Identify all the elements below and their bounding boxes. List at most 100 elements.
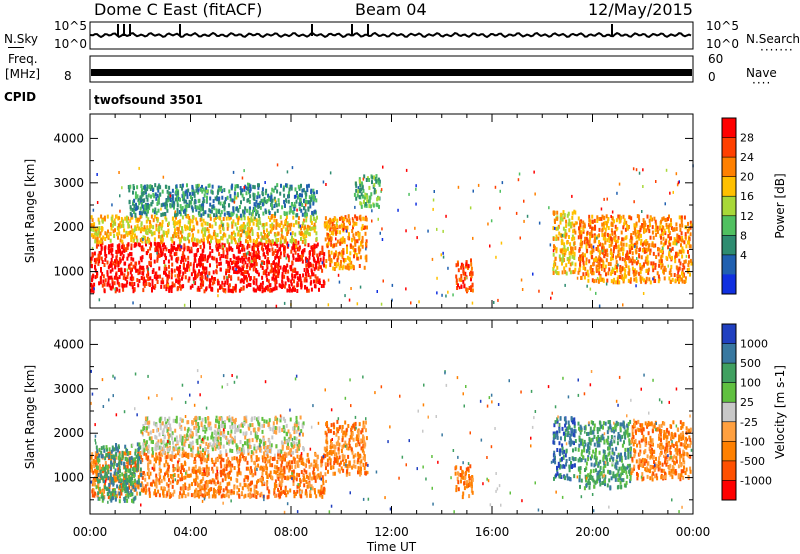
power-speckle [493,301,495,304]
power-cell [142,209,145,214]
power-cell [228,203,230,208]
velocity-cell [212,469,215,474]
velocity-cell [273,491,276,496]
power-cell [154,192,157,197]
power-cell [283,249,286,254]
power-speckle [617,263,619,267]
power-cell [310,287,313,292]
velocity-cell [125,475,128,479]
power-cell [243,227,245,232]
velocity-cell [293,459,296,464]
power-cell [259,200,262,205]
velocity-cell [167,483,170,488]
power-cell [226,268,229,273]
power-cell [299,276,302,281]
power-cell [147,239,150,244]
power-speckle [167,283,169,287]
power-speckle [174,210,176,214]
power-cell [569,242,572,247]
power-cell [571,254,574,259]
power-cell [245,191,248,196]
power-cell [200,262,203,267]
power-cell [328,254,331,259]
power-cell [315,231,318,236]
power-cell [103,289,106,294]
velocity-cell [236,458,239,463]
power-cell [269,288,272,293]
power-cell [307,206,310,211]
power-cell [110,243,113,248]
power-cell [305,218,308,223]
power-cell [241,188,244,193]
power-cell [619,256,622,261]
power-cell [313,267,316,272]
power-cell [321,247,324,252]
power-cell [112,261,115,266]
power-speckle [618,182,621,186]
power-cell [139,265,142,270]
power-cell [458,277,461,282]
power-speckle [222,223,224,227]
power-cell [117,227,120,232]
power-cell [292,253,295,258]
velocity-cell [277,476,280,481]
power-cell [670,272,673,277]
power-cell [667,217,670,221]
power-cell [258,284,261,289]
velocity-cell [322,478,325,483]
power-speckle [677,271,679,275]
power-cell [638,218,641,223]
velocity-cell [239,482,242,487]
power-speckle [499,189,501,193]
power-cell [651,243,654,248]
velocity-cell [225,452,228,457]
velocity-cell [316,475,318,480]
power-cell [370,192,373,197]
power-cell [209,281,211,286]
power-cell [204,275,207,280]
power-cell [247,198,250,202]
power-cell [301,203,304,207]
power-cell [140,196,143,201]
power-cell [101,283,104,288]
velocity-cell [188,473,191,478]
velocity-cell [194,478,197,482]
power-cell [304,240,307,245]
power-cell [279,265,282,270]
power-speckle [676,183,679,187]
power-cell [622,247,625,252]
power-cell [191,206,194,211]
power-cell [271,276,274,281]
power-cell [355,216,358,221]
power-cell [165,230,168,235]
power-cell [588,214,591,219]
power-cell [293,244,295,249]
power-cell [269,269,272,274]
power-cell [326,235,329,240]
power-cell [171,239,174,244]
power-cell [211,281,214,286]
power-cell [568,228,571,233]
velocity-cell [216,466,219,471]
power-cell [304,195,307,200]
power-speckle [169,194,172,198]
power-cell [557,271,560,276]
power-cell [373,183,376,187]
power-cell [556,265,559,270]
velocity-cell [133,488,136,492]
power-cell [648,277,651,282]
power-cell [116,232,119,237]
velocity-cell [153,463,156,468]
power-speckle [576,276,579,280]
power-cell [265,228,268,233]
power-cell [620,242,623,247]
power-cell [339,241,342,246]
power-cell [244,224,247,229]
power-cell [109,248,112,253]
power-cell [321,268,324,273]
power-cell [168,191,171,196]
power-cell [168,287,171,292]
power-cell [191,228,194,233]
power-cell [297,247,300,252]
velocity-cell [278,490,281,495]
